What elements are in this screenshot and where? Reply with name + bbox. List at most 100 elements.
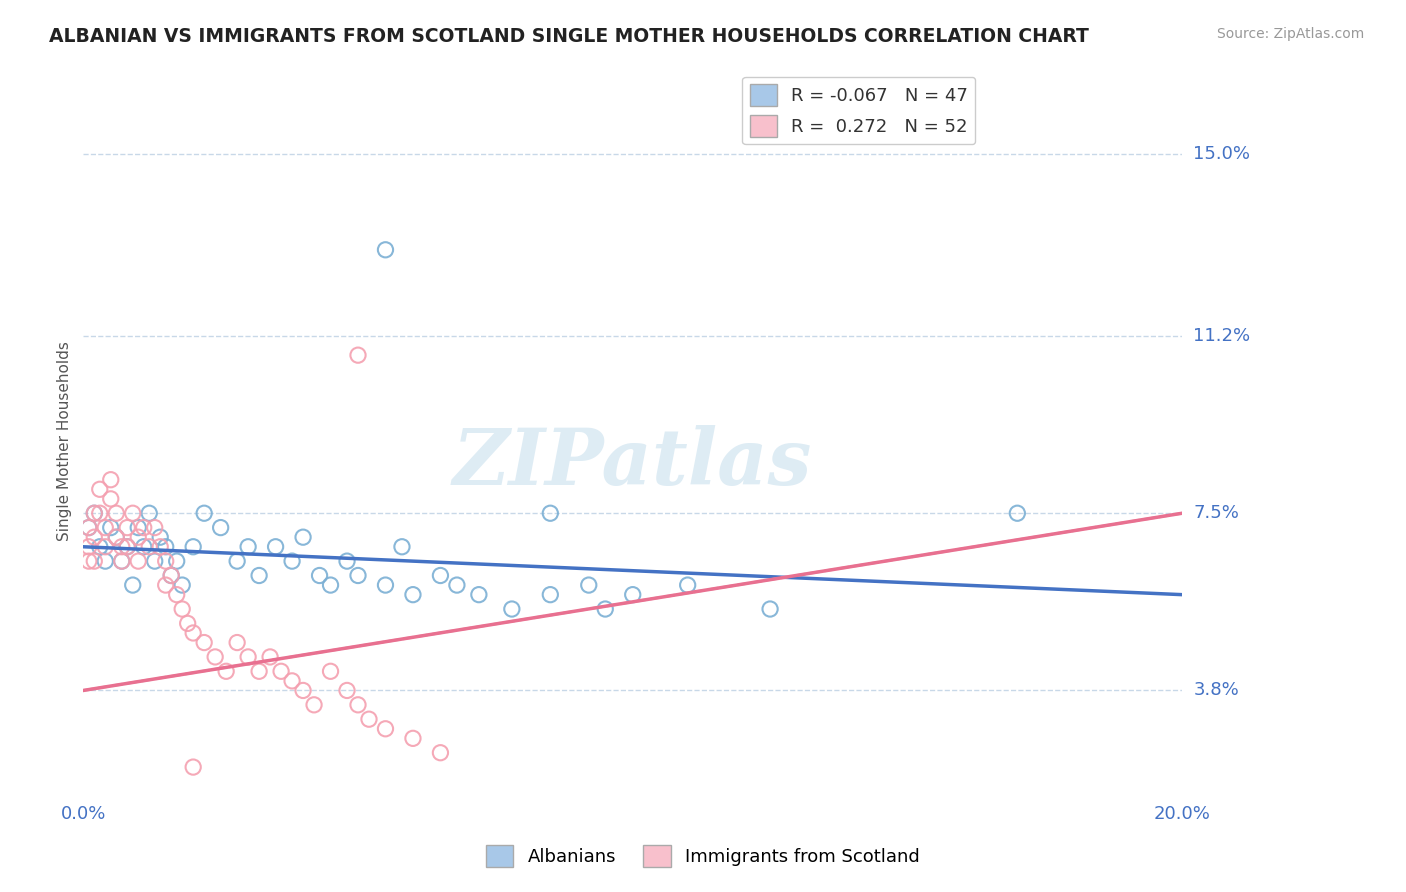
Point [117,520,139,534]
Point [336,554,359,568]
Point [132,520,155,534]
Text: 15.0%: 15.0% [1194,145,1250,163]
Point [132,540,155,554]
Point [94,520,117,534]
Point [143,554,166,568]
Point [429,568,451,582]
Point [149,540,172,554]
Point [347,568,370,582]
Point [111,554,134,568]
Point [127,520,149,534]
Point [1007,506,1029,520]
Point [181,540,204,554]
Point [121,578,143,592]
Point [292,530,315,544]
Point [83,530,105,544]
Point [89,483,111,497]
Point [270,665,292,679]
Point [676,578,699,592]
Point [127,554,149,568]
Point [621,588,644,602]
Point [259,649,281,664]
Point [226,554,249,568]
Point [357,712,380,726]
Point [281,554,304,568]
Point [429,746,451,760]
Point [100,491,122,506]
Point [302,698,325,712]
Point [181,760,204,774]
Point [111,554,134,568]
Point [176,616,198,631]
Point [77,520,100,534]
Point [578,578,600,592]
Point [374,578,396,592]
Point [89,540,111,554]
Point [111,540,134,554]
Point [308,568,330,582]
Point [89,506,111,520]
Point [215,665,238,679]
Point [117,540,139,554]
Point [236,649,259,664]
Point [402,588,425,602]
Point [538,506,561,520]
Point [121,506,143,520]
Point [538,588,561,602]
Point [374,722,396,736]
Point [77,520,100,534]
Point [83,506,105,520]
Point [193,635,215,649]
Point [347,698,370,712]
Point [593,602,616,616]
Point [181,626,204,640]
Point [172,602,194,616]
Point [247,665,270,679]
Point [127,530,149,544]
Point [468,588,491,602]
Point [94,554,117,568]
Point [247,568,270,582]
Point [105,530,128,544]
Point [292,683,315,698]
Point [281,673,304,688]
Text: 7.5%: 7.5% [1194,504,1239,522]
Point [155,578,177,592]
Point [105,530,128,544]
Point [100,473,122,487]
Point [100,520,122,534]
Point [209,520,232,534]
Point [77,540,100,554]
Point [166,554,188,568]
Point [236,540,259,554]
Point [446,578,468,592]
Point [155,554,177,568]
Point [160,568,183,582]
Point [138,506,160,520]
Point [160,568,183,582]
Text: 3.8%: 3.8% [1194,681,1239,699]
Text: ZIPatlas: ZIPatlas [453,425,813,501]
Point [336,683,359,698]
Text: ALBANIAN VS IMMIGRANTS FROM SCOTLAND SINGLE MOTHER HOUSEHOLDS CORRELATION CHART: ALBANIAN VS IMMIGRANTS FROM SCOTLAND SIN… [49,27,1090,45]
Point [155,540,177,554]
Point [501,602,523,616]
Point [264,540,287,554]
Point [374,243,396,257]
Point [166,588,188,602]
Point [105,506,128,520]
Point [204,649,226,664]
Point [117,540,139,554]
Point [149,530,172,544]
Point [172,578,194,592]
Legend: R = -0.067   N = 47, R =  0.272   N = 52: R = -0.067 N = 47, R = 0.272 N = 52 [742,77,976,145]
Point [83,506,105,520]
Y-axis label: Single Mother Households: Single Mother Households [58,342,72,541]
Point [319,665,342,679]
Text: 11.2%: 11.2% [1194,327,1250,345]
Point [347,348,370,362]
Point [402,731,425,746]
Point [391,540,413,554]
Legend: Albanians, Immigrants from Scotland: Albanians, Immigrants from Scotland [479,838,927,874]
Point [319,578,342,592]
